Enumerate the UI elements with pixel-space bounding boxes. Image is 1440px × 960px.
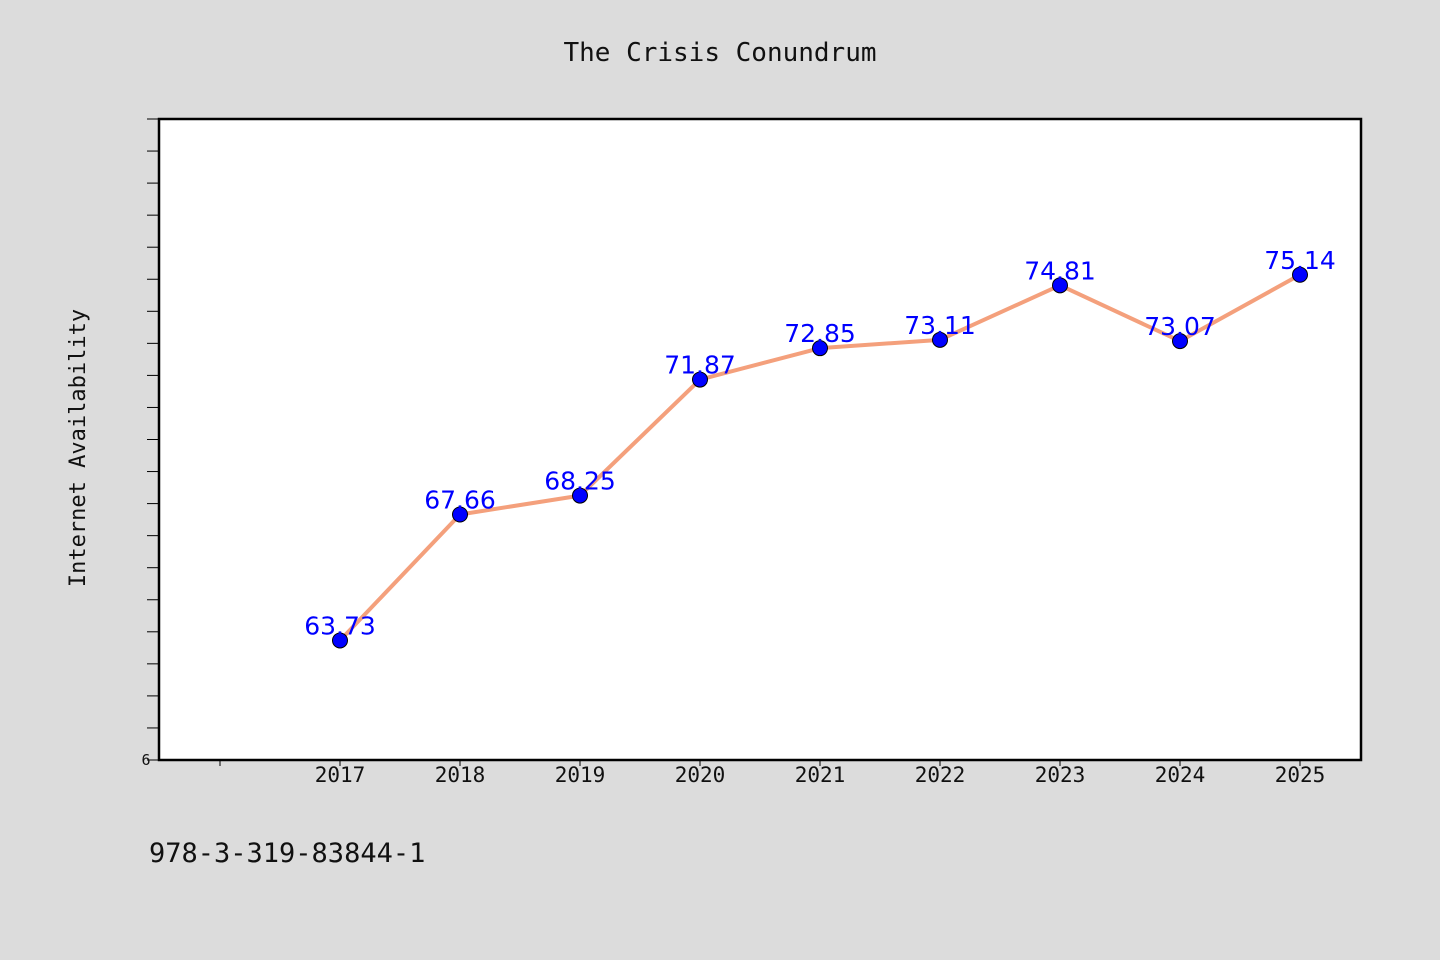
y-tick-label: 6	[141, 751, 150, 769]
x-tick-label: 2021	[795, 763, 846, 787]
x-tick-label: 2022	[915, 763, 966, 787]
x-tick-label: 2025	[1275, 763, 1326, 787]
data-point	[812, 340, 828, 357]
data-point	[1292, 266, 1308, 283]
x-axis-tick-labels: 2017 2018 2019 2020 2021 2022 2023 2024 2025	[315, 763, 1326, 787]
data-point	[932, 331, 948, 348]
data-point	[692, 371, 708, 388]
data-point	[1172, 333, 1188, 350]
data-label: 63.73	[304, 611, 376, 640]
x-tick-label: 2019	[555, 763, 606, 787]
x-axis-ticks	[219, 760, 1301, 766]
chart-title: The Crisis Conundrum	[563, 38, 876, 68]
data-label: 75.14	[1264, 246, 1336, 275]
x-tick-label: 2017	[315, 763, 366, 787]
data-label: 67.66	[424, 485, 496, 514]
data-label: 74.81	[1024, 256, 1096, 285]
data-point	[452, 506, 468, 523]
x-tick-label: 2020	[675, 763, 726, 787]
data-point	[572, 487, 588, 504]
data-label: 71.87	[664, 351, 736, 380]
x-tick-label: 2018	[435, 763, 486, 787]
x-tick-label: 2024	[1155, 763, 1206, 787]
plot-area	[157, 117, 1363, 762]
data-label: 73.11	[904, 311, 976, 340]
x-tick-label: 2023	[1035, 763, 1086, 787]
data-label: 72.85	[784, 319, 856, 348]
data-label: 73.07	[1144, 312, 1216, 341]
y-axis-label: Internet Availability	[66, 309, 91, 587]
data-point	[1052, 277, 1068, 294]
data-labels-group: 63.73 67.66 68.25 71.87 72.85 73.11 74.81 73.07…	[304, 246, 1336, 641]
series-points-group	[332, 266, 1308, 649]
data-point	[332, 632, 348, 649]
y-axis-ticks	[147, 118, 159, 761]
data-label: 68.25	[544, 467, 616, 496]
footer-isbn: 978-3-319-83844-1	[149, 838, 425, 869]
